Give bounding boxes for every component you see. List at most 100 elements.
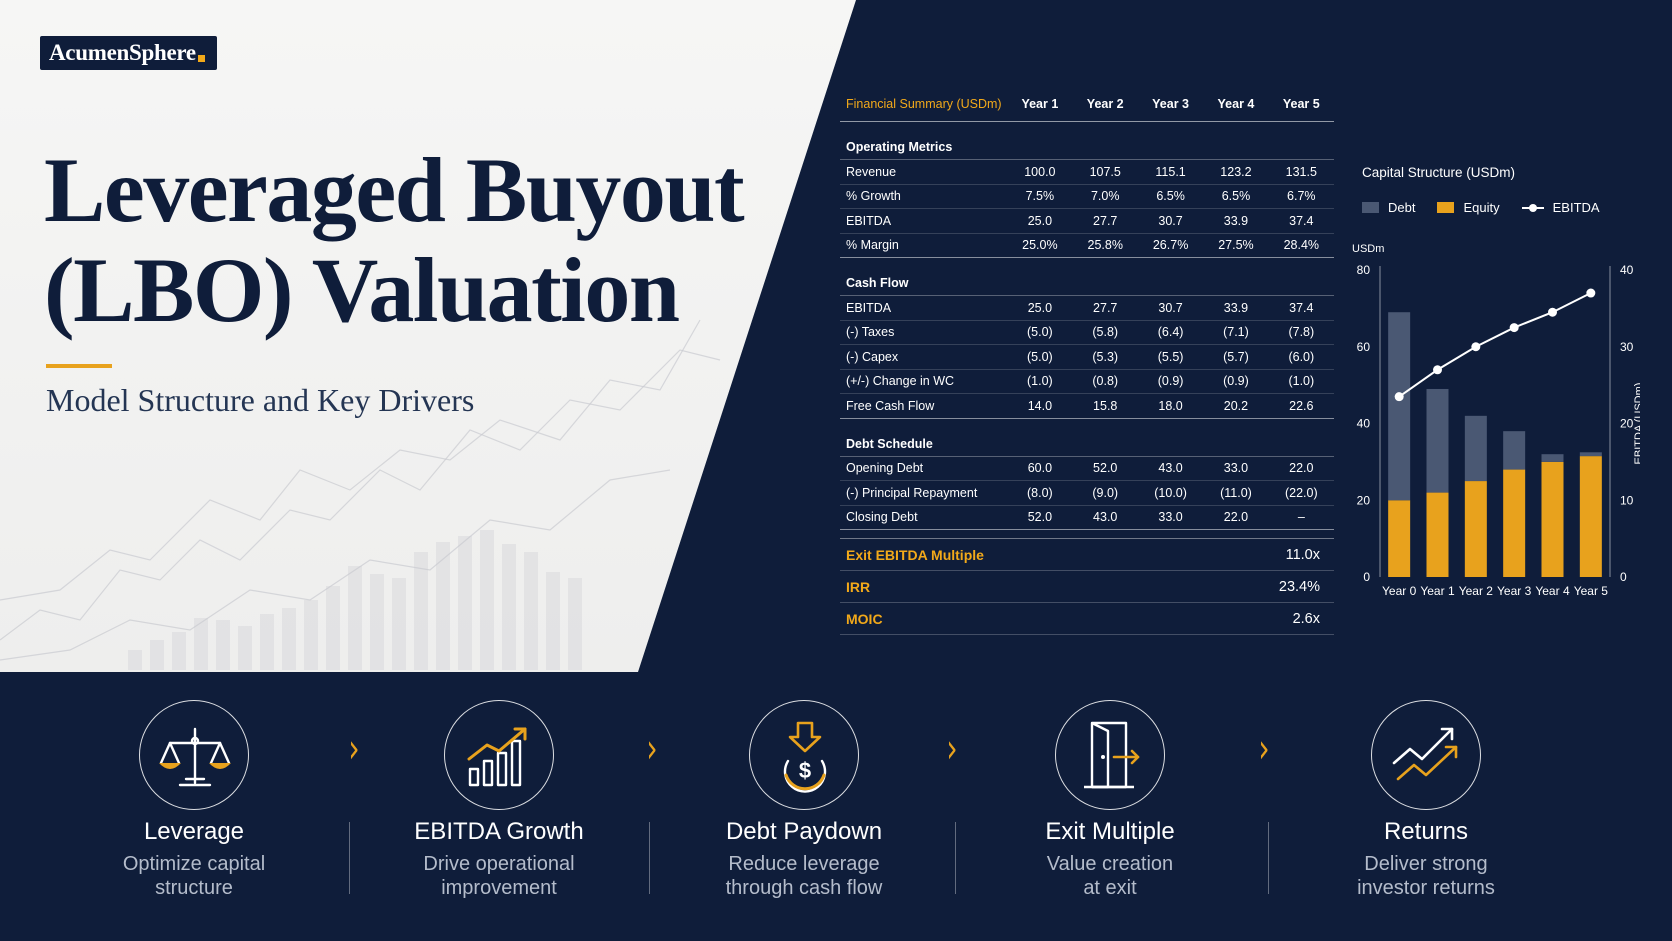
kpi-row: Exit EBITDA Multiple 11.0x xyxy=(840,539,1334,571)
ebitda-point xyxy=(1509,323,1519,333)
table-cell: 6.5% xyxy=(1221,189,1251,204)
table-cell: (1.0) xyxy=(1288,374,1315,389)
y-tick-label: 0 xyxy=(1363,570,1370,584)
table-section-header: Debt Schedule xyxy=(840,419,1334,457)
decorative-line xyxy=(0,469,671,661)
table-cell: (5.7) xyxy=(1223,349,1249,364)
legend-item-ebitda: EBITDA xyxy=(1521,200,1600,215)
decorative-bar xyxy=(392,578,406,670)
step-title: Debt Paydown xyxy=(725,818,883,845)
year-header: Year 1 xyxy=(1021,96,1059,111)
year-header: Year 4 xyxy=(1217,96,1255,111)
step-description: Reduce leverage through cash flow xyxy=(664,852,944,900)
table-cell: 15.8 xyxy=(1093,398,1118,413)
table-section-header: Cash Flow xyxy=(840,258,1334,296)
bar-debt xyxy=(1503,431,1526,470)
decorative-bar xyxy=(304,600,318,670)
table-cell: 27.5% xyxy=(1218,238,1254,253)
table-cell: 6.7% xyxy=(1287,189,1316,204)
decorative-bar xyxy=(150,640,164,670)
x-tick-label: Year 2 xyxy=(1459,584,1494,598)
table-cell: 7.5% xyxy=(1025,189,1055,204)
trend-up-icon xyxy=(1392,727,1458,781)
chart-title: Capital Structure (USDm) xyxy=(1362,165,1516,180)
decorative-bar xyxy=(524,552,538,670)
row-label: % Margin xyxy=(846,238,899,253)
step-desc-line: Reduce leverage xyxy=(728,853,880,875)
ebitda-line xyxy=(1398,292,1592,398)
decorative-bar xyxy=(546,572,560,670)
step-icon-circle xyxy=(139,700,249,810)
table-row: (-) Capex (5.0) (5.3) (5.5) (5.7) (6.0) xyxy=(840,345,1334,370)
table-cell: 37.4 xyxy=(1289,213,1314,228)
section-title: Cash Flow xyxy=(846,276,909,290)
step-title: Exit Multiple xyxy=(1045,818,1175,845)
bar-equity xyxy=(1503,469,1526,577)
table-cell: (5.0) xyxy=(1027,325,1053,340)
step-desc-line: through cash flow xyxy=(725,877,883,899)
table-cell: 7.0% xyxy=(1090,189,1120,204)
table-cell: 52.0 xyxy=(1093,461,1118,476)
row-label: EBITDA xyxy=(846,213,892,228)
table-cell: 25.0% xyxy=(1022,238,1058,253)
scale-icon xyxy=(159,727,231,787)
decorative-bar xyxy=(458,536,472,670)
table-cell: (8.0) xyxy=(1027,485,1053,500)
table-cell: (5.8) xyxy=(1092,325,1119,340)
table-cell: 18.0 xyxy=(1158,398,1183,413)
table-cell: (7.8) xyxy=(1288,325,1315,340)
divider xyxy=(649,822,650,894)
decorative-bar xyxy=(480,530,494,670)
table-cell: (0.8) xyxy=(1092,374,1119,389)
table-cell: 33.0 xyxy=(1158,510,1183,525)
chart-legend: Debt Equity EBITDA xyxy=(1362,200,1622,215)
legend-line-ebitda xyxy=(1521,203,1544,212)
row-label: Closing Debt xyxy=(846,510,918,525)
step-title: Returns xyxy=(1383,818,1469,845)
kpi-row: MOIC 2.6x xyxy=(840,603,1334,635)
ebitda-point xyxy=(1471,342,1481,352)
table-cell: (10.0) xyxy=(1154,485,1187,500)
page-subtitle: Model Structure and Key Drivers xyxy=(46,382,475,418)
year-header: Year 3 xyxy=(1152,96,1189,111)
decorative-bar xyxy=(326,586,340,670)
step-desc-line: improvement xyxy=(441,877,557,899)
table-cell: 25.8% xyxy=(1087,238,1123,253)
chevron-right-icon: › xyxy=(1258,726,1270,772)
table-row: % Margin 25.0% 25.8% 26.7% 27.5% 28.4% xyxy=(840,234,1334,258)
step-leverage: Leverage Optimize capital structure xyxy=(54,672,334,900)
y2-tick-label: 0 xyxy=(1620,570,1627,584)
bar-debt xyxy=(1541,454,1564,462)
table-cell: (5.5) xyxy=(1157,349,1184,364)
brand-name: AcumenSphere xyxy=(49,40,196,65)
table-row: % Growth 7.5% 7.0% 6.5% 6.5% 6.7% xyxy=(840,185,1334,209)
table-cell: 6.5% xyxy=(1156,189,1185,204)
page-title: Leveraged Buyout (LBO) Valuation xyxy=(44,139,745,341)
ebitda-point xyxy=(1433,365,1442,375)
table-cell: 43.0 xyxy=(1093,510,1118,525)
legend-swatch-debt xyxy=(1362,202,1379,213)
decorative-bar xyxy=(370,574,384,670)
key-drivers-strip: Leverage Optimize capital structure › EBI… xyxy=(0,672,1672,941)
y-tick-label: 80 xyxy=(1357,263,1371,277)
table-cell: 30.7 xyxy=(1158,213,1183,228)
y2-tick-label: 10 xyxy=(1620,493,1634,507)
bar-debt xyxy=(1464,415,1487,482)
ebitda-point xyxy=(1548,307,1557,317)
decorative-bar xyxy=(194,618,208,670)
legend-label: EBITDA xyxy=(1552,200,1600,215)
exit-door-icon xyxy=(1084,721,1140,789)
y-axis-label: USDm xyxy=(1352,243,1384,255)
legend-item-debt: Debt xyxy=(1362,200,1415,215)
x-tick-label: Year 1 xyxy=(1420,584,1455,598)
table-cell: 27.7 xyxy=(1093,213,1118,228)
legend-label: Equity xyxy=(1463,200,1500,215)
step-icon-circle: $ xyxy=(749,700,859,810)
divider xyxy=(1268,822,1269,894)
table-header-row: Financial Summary (USDm) Year 1 Year 2 Y… xyxy=(840,86,1334,122)
table-cell: (0.9) xyxy=(1223,374,1249,389)
step-desc-line: investor returns xyxy=(1357,877,1495,899)
table-cell: 37.4 xyxy=(1289,300,1314,315)
chevron-right-icon: › xyxy=(646,726,658,772)
bar-equity xyxy=(1388,500,1411,577)
